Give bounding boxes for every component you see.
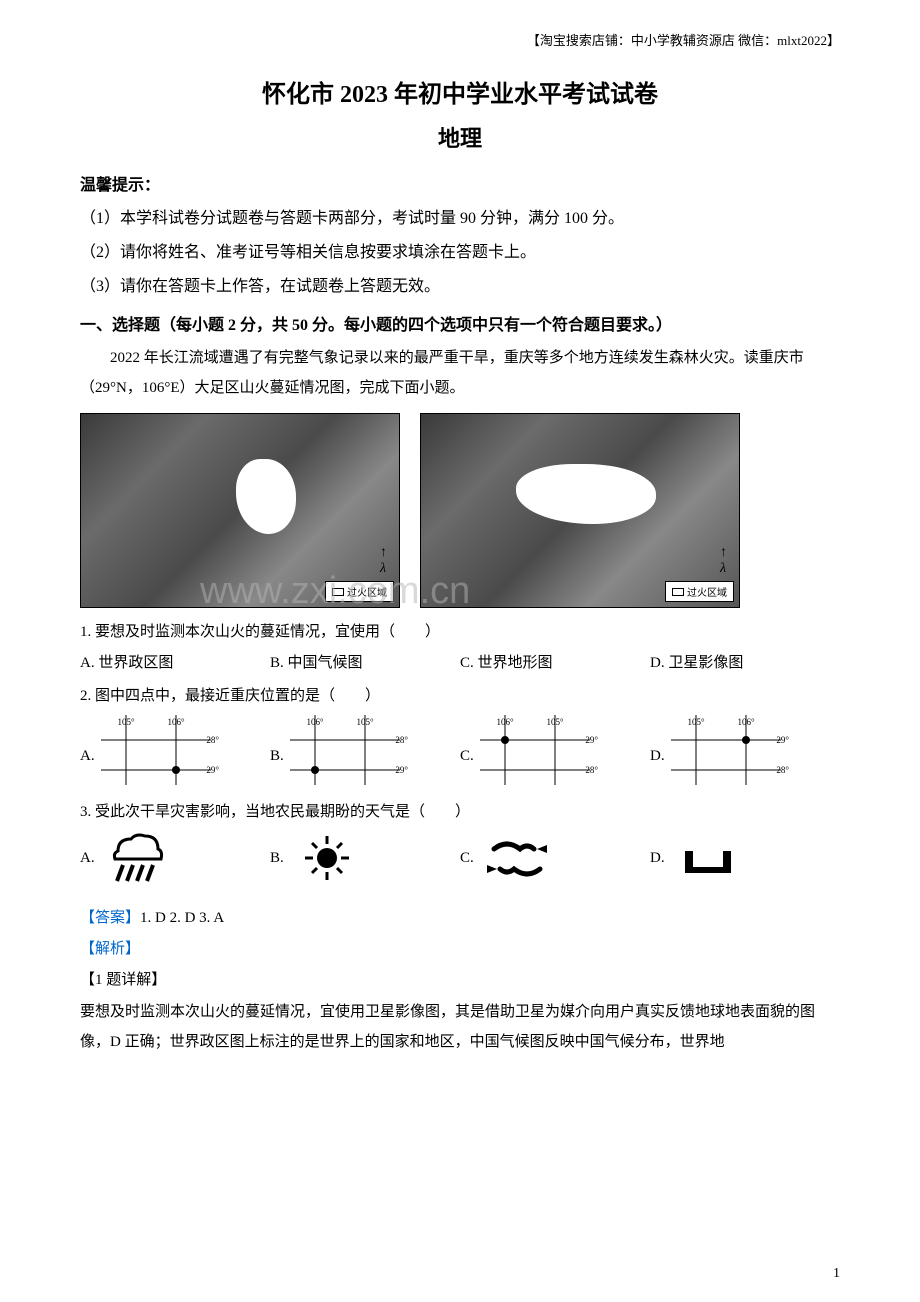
satellite-image-2: ↑λ 过火区域 [420, 413, 740, 608]
svg-text:105°: 105° [687, 717, 705, 727]
q3-label-c: C. [460, 850, 474, 867]
q2-option-a: A. 105° 106° 28° 29° [80, 715, 270, 785]
satellite-image-row: ↑λ 过火区域 ↑λ 过火区域 [80, 413, 840, 608]
answer-values: 1. D 2. D 3. A [140, 910, 224, 926]
analysis-label: 【解析】 [80, 937, 840, 958]
q3-label-d: D. [650, 850, 665, 867]
q1-option-c: C. 世界地形图 [460, 651, 650, 672]
fire-region-2 [516, 464, 656, 524]
north-arrow-2: ↑λ [720, 545, 727, 577]
answer-label: 【答案】 [80, 910, 140, 926]
q3-option-d: D. [650, 831, 840, 886]
svg-text:29°: 29° [776, 735, 789, 745]
svg-text:28°: 28° [776, 765, 789, 775]
section-one-heading: 一、选择题（每小题 2 分，共 50 分。每小题的四个选项中只有一个符合题目要求… [80, 311, 840, 335]
q2-option-c: C. 106° 105° 29° 28° [460, 715, 650, 785]
page-number: 1 [833, 1266, 840, 1282]
coord-grid-c: 106° 105° 29° 28° [480, 715, 600, 785]
coord-grid-d: 105° 106° 29° 28° [671, 715, 791, 785]
svg-text:105°: 105° [546, 717, 564, 727]
svg-text:106°: 106° [167, 717, 185, 727]
q2-label-a: A. [80, 748, 95, 765]
q2-label-b: B. [270, 748, 284, 765]
q3-label-b: B. [270, 850, 284, 867]
q2-label-d: D. [650, 748, 665, 765]
dust-icon [482, 831, 552, 886]
tips-label: 温馨提示： [80, 171, 840, 195]
svg-text:29°: 29° [585, 735, 598, 745]
svg-text:29°: 29° [395, 765, 408, 775]
question-3: 3. 受此次干旱灾害影响，当地农民最期盼的天气是（ ） [80, 800, 840, 821]
passage-text: 2022 年长江流域遭遇了有完整气象记录以来的最严重干旱，重庆等多个地方连续发生… [80, 343, 840, 403]
q1-option-b: B. 中国气候图 [270, 651, 460, 672]
svg-text:28°: 28° [585, 765, 598, 775]
answer-line: 【答案】1. D 2. D 3. A [80, 906, 840, 927]
coord-grid-b: 106° 105° 28° 29° [290, 715, 410, 785]
q2-option-d: D. 105° 106° 29° 28° [650, 715, 840, 785]
q3-option-b: B. [270, 831, 460, 886]
svg-text:28°: 28° [395, 735, 408, 745]
q3-option-a: A. [80, 831, 270, 886]
q3-label-a: A. [80, 850, 95, 867]
svg-text:105°: 105° [117, 717, 135, 727]
q1-option-a: A. 世界政区图 [80, 651, 270, 672]
question-2: 2. 图中四点中，最接近重庆位置的是（ ） [80, 684, 840, 705]
svg-text:29°: 29° [206, 765, 219, 775]
instruction-3: （3）请你在答题卡上作答，在试题卷上答题无效。 [80, 271, 840, 303]
explanation-1: 要想及时监测本次山火的蔓延情况，宜使用卫星影像图，其是借助卫星为媒介向用户真实反… [80, 997, 840, 1057]
svg-text:105°: 105° [356, 717, 374, 727]
image-legend-2: 过火区域 [665, 581, 734, 602]
q2-label-c: C. [460, 748, 474, 765]
north-arrow-1: ↑λ [380, 545, 387, 577]
exam-title: 怀化市 2023 年初中学业水平考试试卷 [80, 74, 840, 109]
q3-options: A. B. C. D. [80, 831, 840, 886]
instruction-2: （2）请你将姓名、准考证号等相关信息按要求填涂在答题卡上。 [80, 237, 840, 269]
q1-options: A. 世界政区图 B. 中国气候图 C. 世界地形图 D. 卫星影像图 [80, 651, 840, 672]
q3-option-c: C. [460, 831, 650, 886]
svg-text:28°: 28° [206, 735, 219, 745]
svg-text:106°: 106° [306, 717, 324, 727]
q1-option-d: D. 卫星影像图 [650, 651, 840, 672]
instruction-1: （1）本学科试卷分试题卷与答题卡两部分，考试时量 90 分钟，满分 100 分。 [80, 203, 840, 235]
question-1: 1. 要想及时监测本次山火的蔓延情况，宜使用（ ） [80, 620, 840, 641]
coord-grid-a: 105° 106° 28° 29° [101, 715, 221, 785]
detail-1-label: 【1 题详解】 [80, 968, 840, 989]
exam-subject: 地理 [80, 121, 840, 153]
frost-icon [673, 831, 743, 886]
header-note: 【淘宝搜索店铺：中小学教辅资源店 微信：mlxt2022】 [80, 30, 840, 49]
satellite-image-1: ↑λ 过火区域 [80, 413, 400, 608]
rain-icon [103, 831, 173, 886]
svg-text:106°: 106° [496, 717, 514, 727]
fire-region-1 [236, 459, 296, 534]
svg-text:106°: 106° [737, 717, 755, 727]
sun-icon [292, 831, 362, 886]
q2-options: A. 105° 106° 28° 29° B. 106° [80, 715, 840, 785]
q2-option-b: B. 106° 105° 28° 29° [270, 715, 460, 785]
image-legend-1: 过火区域 [325, 581, 394, 602]
